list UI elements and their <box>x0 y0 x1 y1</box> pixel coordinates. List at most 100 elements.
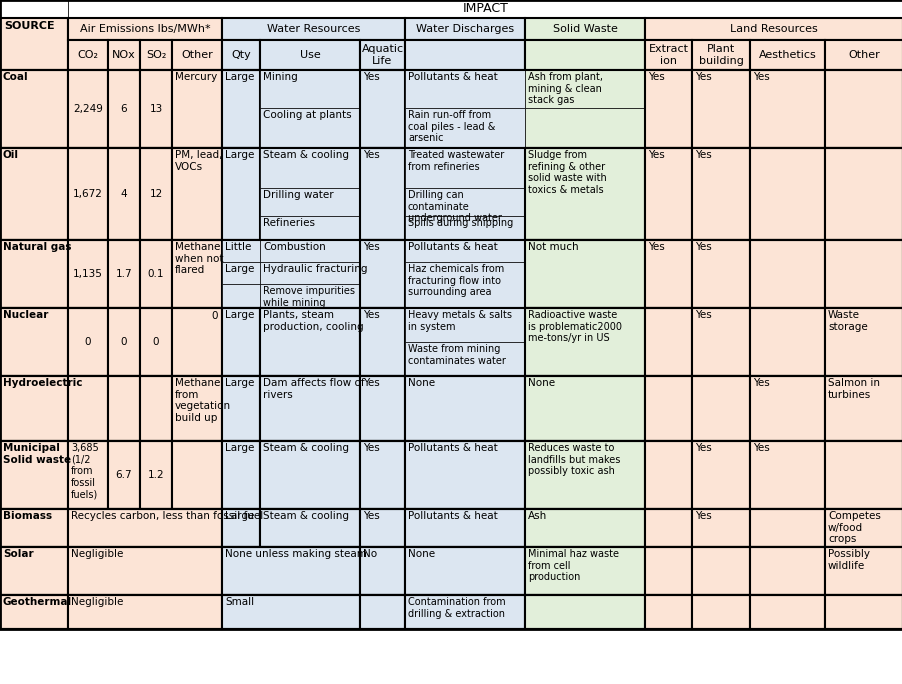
Text: Not much: Not much <box>528 242 578 252</box>
Bar <box>260 376 360 441</box>
Bar <box>691 148 750 240</box>
Text: Dam affects flow of
rivers: Dam affects flow of rivers <box>262 378 364 399</box>
Text: Minimal haz waste
from cell
production: Minimal haz waste from cell production <box>528 549 618 582</box>
Text: NOx: NOx <box>112 50 135 60</box>
Text: Heavy metals & salts
in system: Heavy metals & salts in system <box>408 310 511 332</box>
Text: 1.7: 1.7 <box>115 269 133 279</box>
Bar <box>222 148 260 240</box>
Bar <box>68 308 108 376</box>
Text: Reduces waste to
landfills but makes
possibly toxic ash: Reduces waste to landfills but makes pos… <box>528 443 620 476</box>
Text: Mercury: Mercury <box>175 72 217 82</box>
Text: 0.1: 0.1 <box>148 269 164 279</box>
Text: CO₂: CO₂ <box>78 50 98 60</box>
Text: IMPACT: IMPACT <box>462 3 508 16</box>
Bar <box>68 547 222 595</box>
Text: Hydraulic fracturing: Hydraulic fracturing <box>262 264 367 274</box>
Bar <box>691 40 750 70</box>
Text: Remove impurities
while mining: Remove impurities while mining <box>262 286 354 308</box>
Bar <box>108 376 140 441</box>
Text: 1,672: 1,672 <box>73 189 103 199</box>
Bar <box>0 70 902 148</box>
Text: Coal: Coal <box>3 72 29 82</box>
Bar <box>750 547 824 595</box>
Text: Yes: Yes <box>752 378 769 388</box>
Bar <box>0 70 68 148</box>
Bar <box>824 240 902 308</box>
Bar <box>405 441 524 509</box>
Bar <box>260 509 360 547</box>
Bar <box>108 148 140 240</box>
Bar <box>68 148 108 240</box>
Bar <box>140 70 171 148</box>
Text: Solid Waste: Solid Waste <box>552 24 617 34</box>
Text: Geothermal: Geothermal <box>3 597 72 607</box>
Bar <box>644 308 691 376</box>
Bar <box>524 70 644 108</box>
Bar <box>222 262 260 284</box>
Text: Yes: Yes <box>648 150 664 160</box>
Text: Yes: Yes <box>363 511 380 521</box>
Text: Ash from plant,
mining & clean
stack gas: Ash from plant, mining & clean stack gas <box>528 72 603 105</box>
Bar <box>68 595 222 629</box>
Bar <box>171 70 222 148</box>
Text: 2,249: 2,249 <box>73 104 103 114</box>
Bar <box>222 284 260 308</box>
Bar <box>644 441 691 509</box>
Text: Plant
building: Plant building <box>698 44 742 66</box>
Bar <box>360 509 405 547</box>
Bar <box>691 509 750 547</box>
Text: Combustion: Combustion <box>262 242 326 252</box>
Text: Yes: Yes <box>695 150 711 160</box>
Text: None: None <box>408 549 435 559</box>
Text: Large: Large <box>225 310 254 320</box>
Bar <box>750 509 824 547</box>
Text: Radioactive waste
is problematic2000
me-tons/yr in US: Radioactive waste is problematic2000 me-… <box>528 310 621 343</box>
Text: Negligible: Negligible <box>71 549 124 559</box>
Text: Negligible: Negligible <box>71 597 124 607</box>
Text: Methane
when not
flared: Methane when not flared <box>175 242 224 275</box>
Text: Plants, steam
production, cooling: Plants, steam production, cooling <box>262 310 364 332</box>
Bar <box>260 40 360 70</box>
Bar <box>360 547 405 595</box>
Bar <box>750 148 824 240</box>
Bar <box>824 441 902 509</box>
Bar <box>750 376 824 441</box>
Bar <box>405 70 524 108</box>
Bar <box>750 240 824 308</box>
Bar <box>644 148 691 240</box>
Bar <box>750 441 824 509</box>
Text: Steam & cooling: Steam & cooling <box>262 443 348 453</box>
Bar <box>644 40 691 70</box>
Bar <box>171 308 222 376</box>
Bar <box>68 441 108 509</box>
Bar <box>108 40 140 70</box>
Bar <box>140 441 171 509</box>
Text: 0: 0 <box>121 337 127 347</box>
Bar <box>405 342 524 376</box>
Text: Yes: Yes <box>363 310 380 320</box>
Text: Yes: Yes <box>695 443 711 453</box>
Bar <box>644 70 691 148</box>
Bar <box>405 40 524 70</box>
Text: Pollutants & heat: Pollutants & heat <box>408 511 497 521</box>
Bar <box>68 18 222 40</box>
Bar <box>140 240 171 308</box>
Text: SO₂: SO₂ <box>145 50 166 60</box>
Text: Water Resources: Water Resources <box>266 24 360 34</box>
Bar <box>524 595 644 629</box>
Bar <box>140 40 171 70</box>
Text: Possibly
wildlife: Possibly wildlife <box>827 549 869 570</box>
Text: Other: Other <box>847 50 879 60</box>
Text: Treated wastewater
from refineries: Treated wastewater from refineries <box>408 150 503 172</box>
Text: Haz chemicals from
fracturing flow into
surrounding area: Haz chemicals from fracturing flow into … <box>408 264 503 298</box>
Bar <box>222 40 260 70</box>
Text: 1.2: 1.2 <box>148 470 164 480</box>
Text: Small: Small <box>225 597 253 607</box>
Bar <box>524 376 644 441</box>
Bar <box>691 240 750 308</box>
Text: Municipal
Solid waste: Municipal Solid waste <box>3 443 71 464</box>
Text: 0: 0 <box>152 337 159 347</box>
Bar <box>360 40 405 70</box>
Text: Qty: Qty <box>231 50 251 60</box>
Text: Pollutants & heat: Pollutants & heat <box>408 443 497 453</box>
